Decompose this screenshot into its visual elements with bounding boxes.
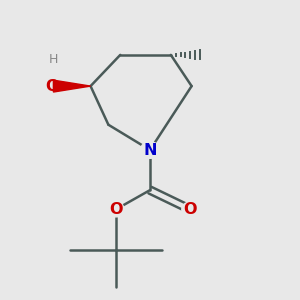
Text: H: H [49,53,58,66]
Text: N: N [143,142,157,158]
Ellipse shape [182,202,198,217]
Text: O: O [109,202,123,217]
Text: O: O [183,202,197,217]
Ellipse shape [140,142,160,158]
Polygon shape [53,80,91,92]
Ellipse shape [44,79,62,94]
Text: O: O [45,79,59,94]
Ellipse shape [107,202,124,217]
